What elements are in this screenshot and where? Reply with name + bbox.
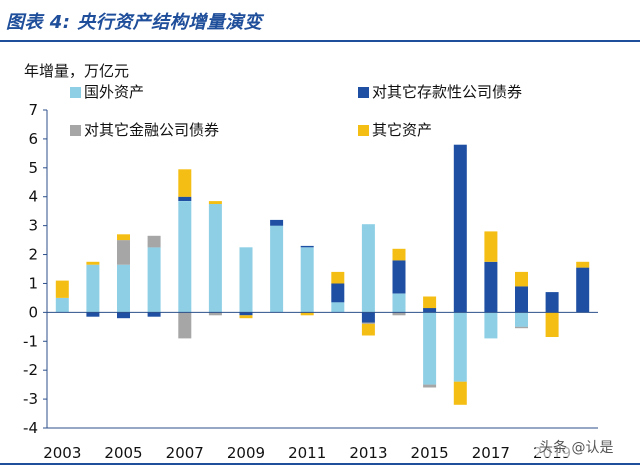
y-tick-label: 0	[28, 303, 38, 321]
x-tick-label: 2013	[349, 444, 387, 462]
bar-segment-2010-series-0	[270, 225, 284, 313]
y-tick-label: 6	[28, 130, 38, 148]
bar-segment-2017-series-3	[484, 231, 498, 262]
bar-segment-2009-series-1	[239, 312, 253, 316]
bar-segment-2004-series-3	[86, 261, 100, 265]
bar-segment-2008-series-0	[208, 204, 222, 313]
bar-segment-2013-series-2	[361, 322, 375, 324]
bar-segment-2007-series-2	[178, 312, 192, 339]
bar-segment-2015-series-2	[423, 384, 437, 388]
bar-segment-2004-series-0	[86, 264, 100, 313]
bar-segment-2014-series-3	[392, 248, 406, 261]
bar-segment-2005-series-2	[117, 240, 130, 265]
legend-label-other-assets: 其它资产	[372, 121, 433, 139]
bar-segment-2015-series-1	[423, 308, 437, 313]
bar-segment-2007-series-0	[178, 201, 192, 313]
figure-header: 图表 4: 央行资产结构增量演变	[0, 0, 640, 44]
bar-segment-2020-series-3	[576, 261, 590, 268]
x-tick-label: 2007	[166, 444, 204, 462]
y-axis-unit-label: 年增量，万亿元	[24, 62, 130, 80]
bar-segment-2008-series-3	[208, 201, 222, 204]
y-tick-label: -2	[23, 361, 38, 379]
watermark-text: 头条 @认是	[536, 437, 617, 457]
bar-segment-2015-series-0	[423, 312, 437, 385]
bar-segment-2012-series-1	[331, 283, 345, 303]
bar-segment-2016-series-3	[453, 381, 467, 405]
bar-segment-2011-series-3	[300, 312, 314, 316]
bar-segment-2018-series-2	[515, 326, 528, 329]
bar-segment-2017-series-0	[484, 312, 498, 339]
bar-segment-2013-series-3	[361, 323, 375, 336]
bar-segment-2019-series-3	[545, 312, 559, 337]
bar-segment-2006-series-1	[147, 312, 161, 317]
bar-segment-2018-series-3	[515, 271, 528, 287]
bar-segment-2005-series-0	[117, 264, 130, 313]
bar-segment-2013-series-0	[361, 224, 375, 313]
bar-segment-2009-series-0	[239, 247, 253, 313]
bar-segment-2012-series-3	[331, 271, 345, 284]
bar-segment-2013-series-1	[361, 312, 375, 323]
y-tick-label: 1	[28, 274, 38, 292]
bar-segment-2007-series-3	[178, 169, 192, 197]
bar-segment-2008-series-2	[208, 312, 222, 316]
bar-segment-2018-series-0	[515, 312, 528, 327]
bar-segment-2009-series-3	[239, 315, 253, 319]
footer-rule	[0, 463, 640, 465]
x-tick-label: 2015	[411, 444, 449, 462]
y-tick-label: -1	[23, 332, 38, 350]
legend-swatch-foreign-assets	[70, 87, 81, 98]
bar-segment-2018-series-1	[515, 286, 528, 313]
y-tick-label: -4	[23, 419, 38, 437]
bar-segment-2012-series-0	[331, 302, 345, 313]
y-tick-label: -3	[23, 390, 38, 408]
legend-swatch-other-assets	[358, 125, 369, 136]
bar-segment-2014-series-1	[392, 260, 406, 294]
bar-segment-2006-series-0	[147, 247, 161, 313]
bar-segment-2016-series-0	[453, 312, 467, 382]
bar-segment-2016-series-1	[453, 144, 467, 313]
legend-label-foreign-assets: 国外资产	[84, 83, 145, 101]
bar-segment-2006-series-2	[147, 235, 161, 248]
header-rule	[0, 40, 640, 42]
bar-segment-2003-series-0	[55, 297, 69, 313]
bar-segment-2007-series-1	[178, 196, 192, 201]
bar-segment-2011-series-0	[300, 247, 314, 313]
bar-segment-2017-series-1	[484, 261, 498, 313]
legend-swatch-claims-on-banks	[358, 87, 369, 98]
bar-segment-2020-series-1	[576, 267, 590, 313]
x-tick-label: 2011	[288, 444, 326, 462]
bar-segment-2005-series-3	[117, 234, 130, 241]
bar-segment-2019-series-1	[545, 292, 559, 313]
bar-layer	[55, 144, 590, 405]
x-tick-label: 2003	[43, 444, 81, 462]
bar-segment-2010-series-1	[270, 219, 284, 226]
bar-segment-2005-series-1	[117, 312, 130, 319]
bar-segment-2004-series-1	[86, 312, 100, 317]
legend-swatch-claims-on-other-financial	[70, 125, 81, 136]
legend-label-claims-on-banks: 对其它存款性公司债券	[372, 83, 523, 101]
bar-segment-2014-series-2	[392, 312, 406, 316]
legend-label-claims-on-other-financial: 对其它金融公司债券	[84, 121, 220, 139]
x-tick-label: 2017	[472, 444, 510, 462]
y-tick-label: 7	[28, 101, 38, 119]
x-tick-label: 2009	[227, 444, 265, 462]
x-tick-label: 2005	[104, 444, 142, 462]
figure-title: 图表 4: 央行资产结构增量演变	[6, 12, 263, 33]
bar-segment-2014-series-0	[392, 293, 406, 313]
bar-segment-2015-series-3	[423, 296, 437, 309]
axes-layer: -4 -3 -2 -1 0 1 2 3 4 5 6 7 2003 2005 2007 2009 2011 2013…	[23, 101, 598, 462]
y-tick-label: 2	[28, 246, 38, 264]
bar-segment-2003-series-3	[55, 280, 69, 298]
bar-segment-2011-series-1	[300, 245, 314, 248]
y-tick-label: 3	[28, 217, 38, 235]
y-tick-label: 5	[28, 159, 38, 177]
y-tick-label: 4	[28, 188, 38, 206]
